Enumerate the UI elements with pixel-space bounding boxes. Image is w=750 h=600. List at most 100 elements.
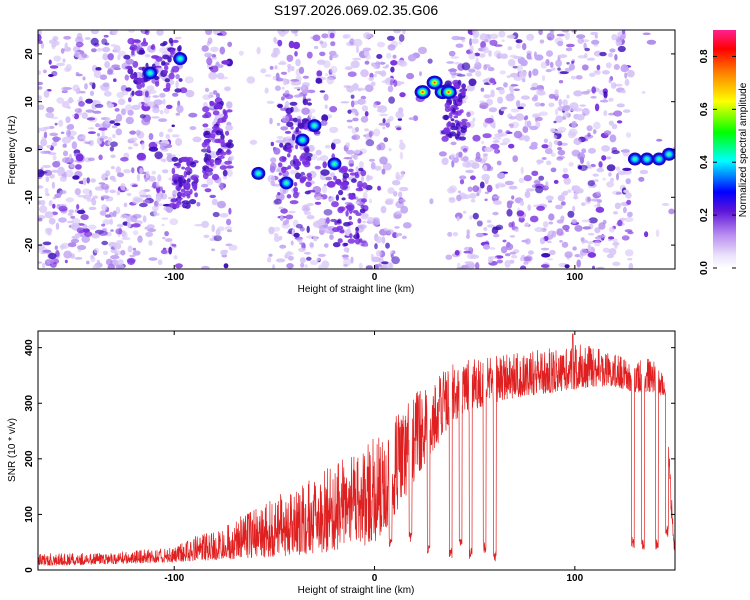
snr-x-tick-label: 0 xyxy=(372,573,378,584)
spectrogram-cell xyxy=(141,117,151,126)
spectrogram-cell xyxy=(315,149,322,156)
spectrogram-cell xyxy=(181,166,186,170)
spectrogram-cell xyxy=(147,101,156,107)
spectrogram-y-tick-label: -10 xyxy=(24,190,35,205)
spectrogram-cell xyxy=(278,172,282,176)
spectrogram-cell xyxy=(602,177,606,181)
spectrogram-cell xyxy=(562,173,569,179)
spectrogram-cell xyxy=(628,262,634,269)
spectrogram-cell xyxy=(178,78,183,82)
spectrogram-cell xyxy=(475,70,482,77)
spectrogram-cell xyxy=(176,105,184,114)
spectrogram-cell xyxy=(214,159,222,166)
spectrogram-cell xyxy=(217,117,225,123)
spectrogram-cell xyxy=(516,64,524,72)
spectrogram-cell xyxy=(509,235,516,238)
spectrogram-cell xyxy=(98,230,108,236)
spectrogram-cell xyxy=(126,215,131,223)
spectrogram-cell xyxy=(594,227,601,234)
spectrogram-peak xyxy=(175,54,186,64)
spectrogram-cell xyxy=(116,240,124,245)
spectrogram-cell xyxy=(301,107,310,115)
spectrogram-cell xyxy=(219,165,227,170)
spectrogram-cell xyxy=(86,117,96,121)
spectrogram-cell xyxy=(49,65,59,69)
spectrogram-cell xyxy=(207,55,212,58)
spectrogram-y-tick-label: 0 xyxy=(24,146,35,152)
spectrogram-cell xyxy=(553,120,557,124)
spectrogram-cell xyxy=(203,234,210,239)
spectrogram-cell xyxy=(101,46,111,53)
spectrogram-cell xyxy=(469,254,479,259)
spectrogram-cell xyxy=(110,141,118,147)
spectrogram-cell xyxy=(211,224,215,233)
spectrogram-cell xyxy=(38,217,43,222)
spectrogram-cell xyxy=(471,38,479,44)
spectrogram-cell xyxy=(460,156,469,162)
spectrogram-cell xyxy=(226,109,233,113)
spectrogram-cell xyxy=(394,226,400,229)
spectrogram-cell xyxy=(299,257,306,264)
spectrogram-cell xyxy=(612,238,618,243)
spectrogram-cell xyxy=(542,221,549,228)
spectrogram-cell xyxy=(144,90,149,98)
spectrogram-cell xyxy=(396,127,402,131)
spectrogram-cell xyxy=(60,48,65,54)
spectrogram-cell xyxy=(323,93,329,101)
spectrogram-cell xyxy=(115,128,123,136)
spectrogram-cell xyxy=(608,97,614,102)
spectrogram-cell xyxy=(516,100,521,108)
spectrogram-cell xyxy=(230,155,235,161)
spectrogram-cell xyxy=(145,231,154,237)
spectrogram-cell xyxy=(41,262,46,268)
spectrogram-cell xyxy=(75,73,83,77)
spectrogram-cell xyxy=(608,236,615,240)
spectrogram-cell xyxy=(475,57,479,65)
spectrogram-cell xyxy=(44,187,49,193)
spectrogram-cell xyxy=(290,240,294,246)
spectrogram-cell xyxy=(452,232,459,237)
spectrogram-cell xyxy=(329,126,339,134)
spectrogram-cell xyxy=(169,48,175,56)
spectrogram-cell xyxy=(502,239,507,243)
spectrogram-cell xyxy=(527,204,532,211)
spectrogram-cell xyxy=(358,262,363,269)
spectrogram-cell xyxy=(298,66,305,74)
spectrogram-cell xyxy=(68,158,75,163)
spectrogram-cell xyxy=(472,212,479,220)
spectrogram-cell xyxy=(278,30,286,37)
spectrogram-cell xyxy=(567,131,577,139)
spectrogram-cell xyxy=(576,259,581,268)
spectrogram-cell xyxy=(484,117,494,124)
spectrogram-cell xyxy=(576,34,586,39)
spectrogram-cell xyxy=(157,259,163,266)
spectrogram-cell xyxy=(592,173,599,177)
spectrogram-cell xyxy=(468,52,476,60)
colorbar-label: Normalized spectral amplitude xyxy=(738,82,749,217)
spectrogram-cell xyxy=(332,138,342,145)
spectrogram-cell xyxy=(316,257,321,262)
spectrogram-cell xyxy=(544,148,553,155)
spectrogram-cell xyxy=(156,30,164,36)
spectrogram-cell xyxy=(290,126,294,130)
spectrogram-cell xyxy=(357,98,367,105)
spectrogram-cell xyxy=(395,232,400,238)
spectrogram-cell xyxy=(455,110,462,116)
spectrogram-cell xyxy=(521,239,529,243)
spectrogram-cell xyxy=(124,74,129,81)
spectrogram-cell xyxy=(482,133,492,139)
spectrogram-cell xyxy=(209,65,219,73)
spectrogram-cell xyxy=(204,111,212,119)
spectrogram-cell xyxy=(448,50,456,57)
spectrogram-cell xyxy=(56,97,65,104)
spectrogram-cell xyxy=(110,229,114,232)
spectrogram-cell xyxy=(227,169,233,177)
spectrogram-cell xyxy=(183,190,192,197)
spectrogram-cell xyxy=(77,209,86,215)
spectrogram-cell xyxy=(355,166,359,172)
spectrogram-cell xyxy=(534,54,544,61)
spectrogram-cell xyxy=(377,185,381,191)
spectrogram-cell xyxy=(621,235,630,241)
spectrogram-cell xyxy=(55,222,60,230)
spectrogram-cell xyxy=(324,229,331,233)
